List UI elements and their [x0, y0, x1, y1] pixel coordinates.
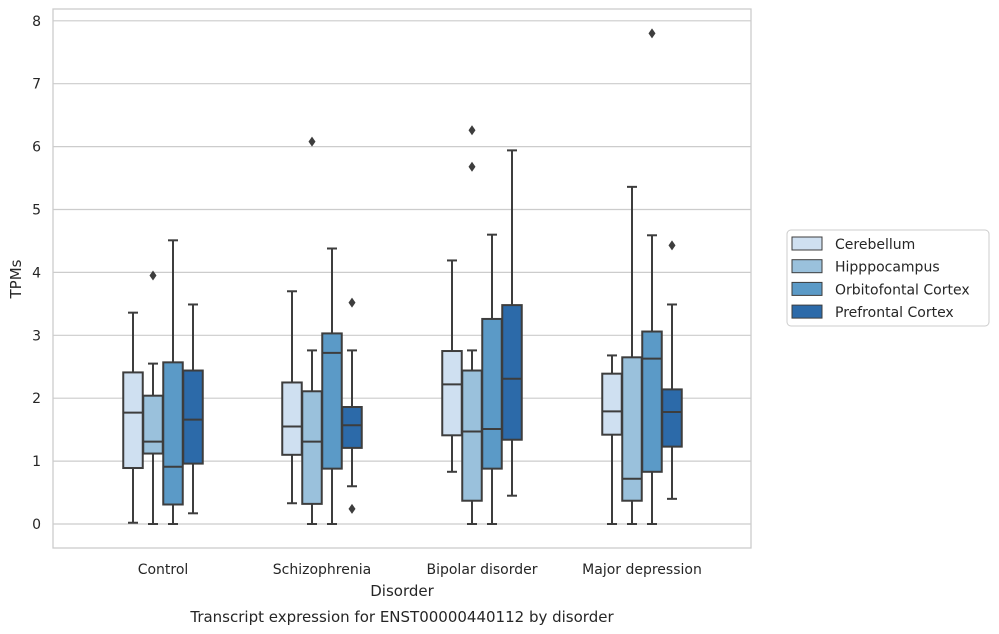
y-tick-label-3: 3 — [32, 328, 41, 344]
legend-label-0: Cerebellum — [835, 237, 915, 253]
box-body — [341, 406, 363, 449]
x-tick-labels: Control Schizophrenia Bipolar disorder Majo… — [138, 562, 702, 578]
y-tick-label-2: 2 — [32, 391, 41, 407]
x-tick-label-1: Schizophrenia — [273, 562, 371, 578]
y-tick-label-6: 6 — [32, 140, 41, 156]
box-body — [461, 369, 483, 502]
chart-caption: Transcript expression for ENST0000044011… — [189, 608, 614, 626]
box-body — [601, 372, 623, 436]
y-tick-label-4: 4 — [32, 265, 41, 281]
y-tick-label-8: 8 — [32, 14, 41, 30]
box-body — [182, 369, 204, 465]
box-body — [162, 361, 184, 506]
legend-frame — [786, 229, 990, 327]
y-tick-label-5: 5 — [32, 203, 41, 219]
box-0-2 — [441, 259, 463, 473]
box-body — [501, 304, 523, 441]
y-tick-label-7: 7 — [32, 77, 41, 93]
box-1-0 — [142, 270, 164, 525]
outlier-point-1 — [348, 297, 356, 308]
box-3-3 — [661, 240, 683, 500]
x-axis-title: Disorder — [370, 582, 434, 600]
box-body — [641, 330, 663, 473]
box-body — [481, 317, 503, 470]
box-body — [301, 390, 323, 505]
y-tick-label-0: 0 — [32, 517, 41, 533]
outlier-point-0 — [348, 503, 356, 514]
box-body — [661, 388, 683, 448]
legend: Cerebellum Hipppocampus Orbitofontal Corte… — [786, 229, 990, 327]
x-tick-label-0: Control — [138, 562, 189, 578]
outlier-point-1 — [468, 125, 476, 136]
legend-swatch-3 — [791, 304, 823, 319]
legend-swatch-1 — [791, 259, 823, 274]
outlier-point-0 — [668, 240, 676, 251]
box-body — [281, 381, 303, 456]
box-3-0 — [182, 303, 204, 515]
box-3-2 — [501, 149, 523, 497]
outlier-point-0 — [648, 28, 656, 39]
box-1-2 — [461, 125, 483, 525]
plot-frame — [52, 8, 752, 549]
box-3-1 — [341, 297, 363, 514]
outlier-point-0 — [149, 270, 157, 281]
legend-label-1: Hipppocampus — [835, 260, 940, 276]
y-tick-label-1: 1 — [32, 454, 41, 470]
box-body — [321, 332, 343, 470]
legend-swatch-2 — [791, 281, 823, 296]
outlier-point-0 — [308, 136, 316, 147]
outlier-point-0 — [468, 161, 476, 172]
legend-label-2: Orbitofontal Cortex — [835, 282, 970, 298]
x-tick-label-3: Major depression — [582, 562, 702, 578]
legend-label-3: Prefrontal Cortex — [835, 305, 954, 321]
box-body — [441, 350, 463, 437]
box-2-1 — [321, 247, 343, 525]
y-axis-title: TPMs — [7, 259, 25, 299]
box-groups — [122, 28, 683, 525]
box-body — [122, 371, 144, 470]
x-tick-label-2: Bipolar disorder — [426, 562, 537, 578]
box-body — [142, 394, 164, 455]
box-2-2 — [481, 233, 503, 525]
legend-swatch-0 — [791, 236, 823, 251]
y-tick-labels: 0 1 2 3 4 5 6 7 8 — [32, 14, 41, 533]
